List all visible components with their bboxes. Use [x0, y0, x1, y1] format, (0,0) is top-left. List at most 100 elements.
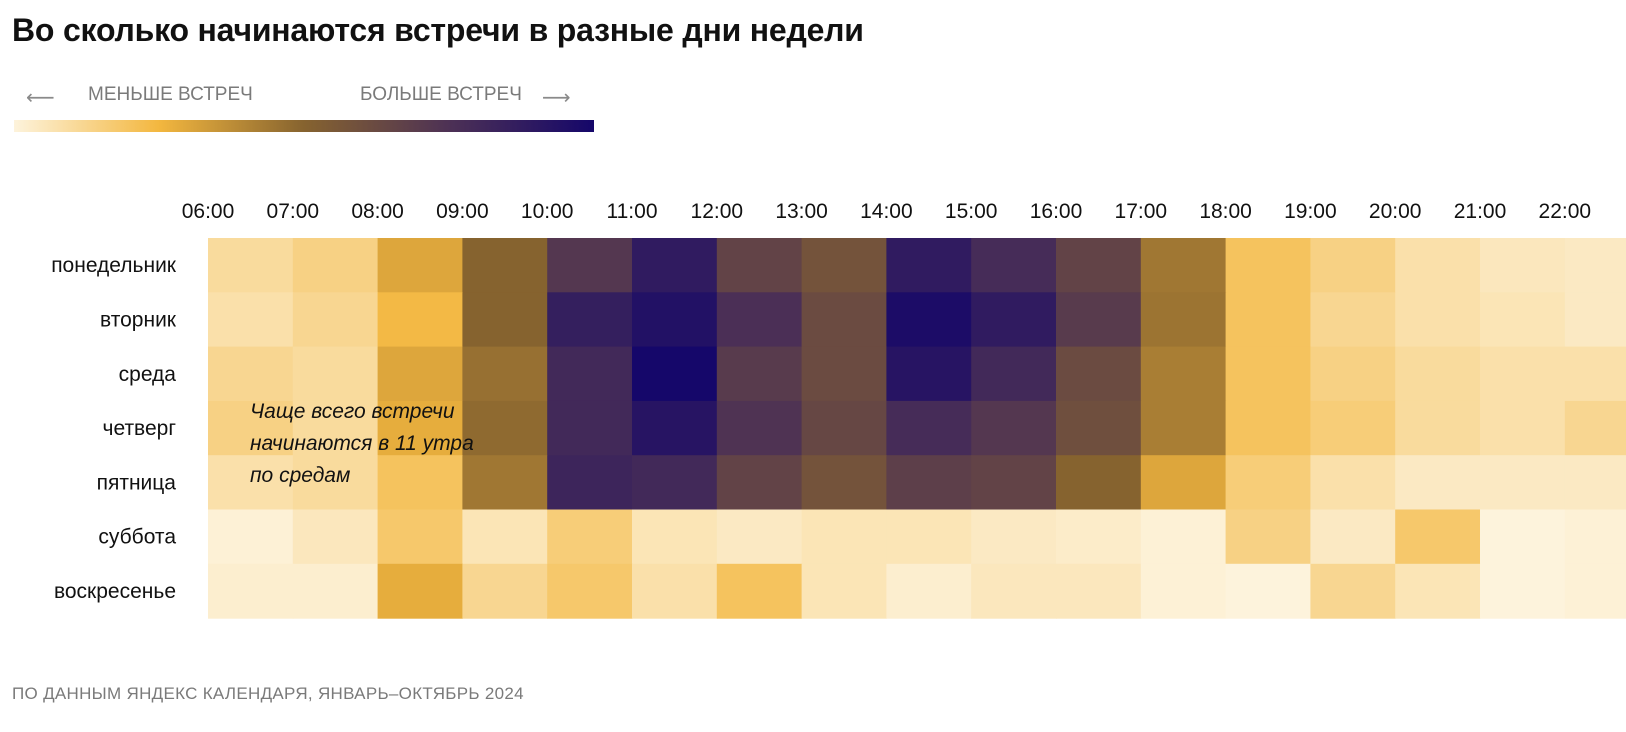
x-tick-label: 11:00	[607, 200, 658, 223]
heatmap-cell	[632, 292, 718, 348]
heatmap-cell	[1225, 509, 1311, 565]
heatmap-cell	[716, 292, 803, 348]
x-axis: 06:00 07:00 08:00 09:00 10:00 11:00 12:00 13:00…	[182, 200, 1591, 223]
y-tick-label: воскресенье	[54, 580, 176, 603]
heatmap-cell	[547, 400, 633, 456]
heatmap-cell	[1310, 238, 1396, 293]
source-note: ПО ДАННЫМ ЯНДЕКС КАЛЕНДАРЯ, ЯНВАРЬ–ОКТЯБ…	[12, 684, 524, 703]
heatmap-cell	[377, 455, 463, 511]
heatmap-cell	[801, 292, 887, 348]
heatmap-cell	[1564, 563, 1626, 619]
y-tick-label: среда	[119, 363, 177, 386]
heatmap-cell	[462, 509, 548, 565]
heatmap-cell	[971, 509, 1057, 565]
heatmap-cell	[1395, 292, 1481, 348]
heatmap-cell	[1564, 455, 1626, 511]
heatmap-cell	[886, 455, 972, 511]
heatmap-cell	[632, 238, 718, 293]
heatmap-cell	[1480, 238, 1566, 293]
heatmap-cell	[377, 346, 463, 402]
heatmap-cell	[716, 563, 803, 619]
heatmap-cell	[716, 346, 803, 402]
x-tick-label: 14:00	[860, 200, 913, 223]
x-tick-label: 21:00	[1454, 200, 1507, 223]
heatmap-cell	[208, 509, 294, 565]
heatmap-cell	[1395, 455, 1481, 511]
heatmap-cell	[208, 292, 294, 348]
heatmap-cell	[1140, 400, 1227, 456]
legend-color-scale	[14, 120, 594, 132]
heatmap-cell	[801, 346, 887, 402]
annotation-line: Чаще всего встречи	[250, 400, 455, 423]
heatmap-cell	[1480, 400, 1566, 456]
y-tick-label: четверг	[103, 417, 177, 440]
heatmap-cell	[886, 238, 972, 293]
heatmap-cell	[971, 563, 1057, 619]
heatmap-cell	[971, 400, 1057, 456]
heatmap-cell	[1056, 292, 1142, 348]
heatmap-cell	[801, 238, 887, 293]
arrow-right-icon: ⟶	[542, 87, 571, 109]
heatmap-cell	[1395, 346, 1481, 402]
heatmap-cell	[632, 455, 718, 511]
heatmap-cell	[1310, 400, 1396, 456]
heatmap-cell	[1056, 563, 1142, 619]
heatmap-cell	[1056, 238, 1142, 293]
heatmap-cell	[1140, 509, 1227, 565]
heatmap-cell	[971, 238, 1057, 293]
x-tick-label: 18:00	[1199, 200, 1252, 223]
heatmap-cell	[208, 238, 294, 293]
heatmap-cell	[1225, 455, 1311, 511]
heatmap-cell	[1395, 509, 1481, 565]
heatmap-cell	[547, 346, 633, 402]
heatmap-cell	[716, 509, 803, 565]
heatmap-cell	[292, 455, 379, 511]
heatmap-cell	[971, 455, 1057, 511]
x-tick-label: 06:00	[182, 200, 235, 223]
arrow-left-icon: ⟵	[26, 87, 55, 109]
heatmap-cell	[292, 400, 379, 456]
heatmap-cell	[1395, 563, 1481, 619]
heatmap-cell	[462, 238, 548, 293]
x-tick-label: 07:00	[267, 200, 320, 223]
heatmap-cell	[1225, 238, 1311, 293]
heatmap-cell	[1564, 238, 1626, 293]
heatmap-cell	[971, 346, 1057, 402]
heatmap-cell	[1480, 563, 1566, 619]
heatmap-cell	[801, 509, 887, 565]
heatmap-cell	[1056, 346, 1142, 402]
heatmap-cell	[886, 563, 972, 619]
heatmap-cell	[716, 400, 803, 456]
heatmap-cell	[547, 509, 633, 565]
y-tick-label: пятница	[97, 471, 177, 494]
heatmap-cell	[1310, 346, 1396, 402]
heatmap-cell	[1140, 238, 1227, 293]
heatmap-cell	[1564, 509, 1626, 565]
heatmap-cell	[292, 509, 379, 565]
heatmap-cell	[632, 346, 718, 402]
heatmap-cell	[886, 292, 972, 348]
heatmap-cell	[547, 455, 633, 511]
x-tick-label: 22:00	[1539, 200, 1592, 223]
heatmap-chart: 06:00 07:00 08:00 09:00 10:00 11:00 12:00 13:00…	[51, 200, 1626, 619]
heatmap-cell	[1480, 509, 1566, 565]
heatmap-cell	[377, 563, 463, 619]
annotation-line: по средам	[250, 464, 350, 487]
heatmap-cell	[292, 292, 379, 348]
heatmap-cell	[801, 563, 887, 619]
x-tick-label: 09:00	[436, 200, 489, 223]
y-tick-label: понедельник	[51, 254, 177, 277]
annotation-line: начинаются в 11 утра	[250, 432, 474, 455]
heatmap-cell	[886, 509, 972, 565]
heatmap-cell	[1564, 292, 1626, 348]
heatmap-cell	[462, 563, 548, 619]
y-axis: понедельник вторник среда четверг пятница суб…	[51, 254, 177, 603]
y-tick-label: суббота	[98, 526, 176, 549]
heatmap-cell	[547, 292, 633, 348]
chart-title: Во сколько начинаются встречи в разные д…	[12, 12, 864, 48]
heatmap-cell	[462, 400, 548, 456]
x-tick-label: 16:00	[1030, 200, 1083, 223]
heatmap-cell	[1310, 509, 1396, 565]
heatmap-cell	[547, 563, 633, 619]
heatmap-cell	[1056, 400, 1142, 456]
